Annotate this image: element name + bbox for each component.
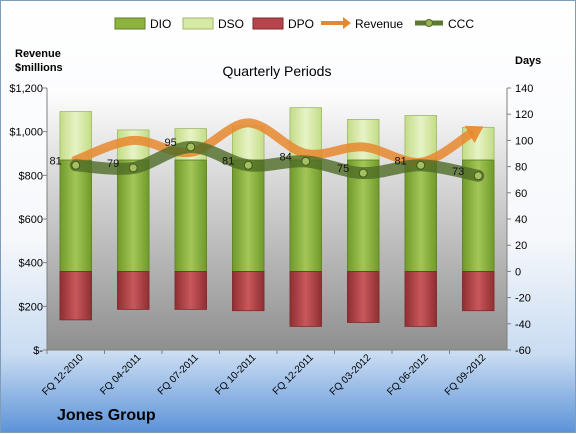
right-axis-title: Days bbox=[515, 55, 541, 67]
bar-dpo bbox=[289, 270, 322, 327]
bar-dpo bbox=[232, 270, 265, 312]
left-tick-label: $1,000 bbox=[9, 127, 43, 139]
legend-item-dpo: DPO bbox=[252, 17, 314, 31]
legend-swatch-ccc-marker bbox=[425, 19, 433, 27]
bar-dso bbox=[404, 115, 437, 161]
right-tick-label: 0 bbox=[515, 266, 521, 278]
ccc-data-label: 81 bbox=[50, 155, 62, 167]
right-tick-label: -20 bbox=[515, 293, 531, 305]
revenue-arrowhead bbox=[464, 125, 484, 144]
bar-dpo bbox=[347, 270, 380, 323]
legend-item-dio: DIO bbox=[114, 17, 171, 31]
left-tick-label: $- bbox=[33, 345, 43, 357]
right-tick-label: -60 bbox=[515, 345, 531, 357]
bar-dio bbox=[174, 159, 207, 272]
ccc-data-label: 81 bbox=[395, 155, 407, 167]
right-tick-label: 140 bbox=[515, 83, 533, 95]
bar-dio bbox=[59, 159, 92, 272]
left-axis-title-line2: $millions bbox=[15, 62, 63, 74]
legend-label-dpo: DPO bbox=[288, 17, 314, 31]
ccc-data-label: 84 bbox=[280, 151, 292, 163]
plot-area bbox=[47, 88, 507, 350]
right-tick-label: 60 bbox=[515, 188, 527, 200]
ccc-data-label: 75 bbox=[337, 163, 349, 175]
legend-item-ccc: CCC bbox=[415, 17, 474, 31]
bars-layer bbox=[59, 107, 495, 327]
legend-label-dso: DSO bbox=[218, 17, 244, 31]
legend-label-ccc: CCC bbox=[448, 17, 474, 31]
ccc-data-label: 73 bbox=[452, 166, 464, 178]
legend-item-revenue: Revenue bbox=[321, 17, 403, 31]
ccc-marker bbox=[243, 160, 253, 170]
ccc-marker bbox=[358, 168, 368, 178]
x-tick-label: FQ 12-2011 bbox=[271, 352, 316, 397]
legend-item-dso: DSO bbox=[182, 17, 244, 31]
ccc-data-label: 81 bbox=[222, 155, 234, 167]
left-tick-label: $800 bbox=[19, 170, 43, 182]
left-tick-label: $400 bbox=[19, 258, 43, 270]
bar-dpo bbox=[174, 270, 207, 310]
lines-layer: 81 79 95 81 84 75 81 73 bbox=[50, 118, 485, 182]
bar-dso bbox=[232, 125, 265, 161]
x-tick-label: FQ 07-2011 bbox=[156, 352, 201, 397]
left-tick-label: $1,200 bbox=[9, 83, 43, 95]
bar-dio bbox=[404, 159, 437, 272]
ccc-marker bbox=[186, 142, 196, 152]
ccc-marker bbox=[301, 156, 311, 166]
x-tick-label: FQ 04-2011 bbox=[98, 352, 143, 397]
left-axis-title-line1: Revenue bbox=[15, 48, 61, 60]
right-tick-label: 20 bbox=[515, 240, 527, 252]
right-tick-label: 100 bbox=[515, 135, 533, 147]
ccc-marker bbox=[473, 171, 483, 181]
right-tick-label: 80 bbox=[515, 162, 527, 174]
legend-swatch-dpo bbox=[252, 17, 284, 30]
legend-label-revenue: Revenue bbox=[355, 17, 403, 31]
x-tick-label: FQ 09-2012 bbox=[443, 352, 489, 398]
ccc-line bbox=[69, 140, 485, 182]
bar-dio bbox=[117, 159, 150, 272]
ccc-data-label: 79 bbox=[107, 158, 119, 170]
ccc-marker bbox=[128, 163, 138, 173]
right-tick-label: 40 bbox=[515, 214, 527, 226]
bar-dpo bbox=[462, 270, 495, 312]
x-tick-label: FQ 12-2010 bbox=[40, 352, 86, 398]
legend-label-dio: DIO bbox=[150, 17, 171, 31]
legend-swatch-dio bbox=[114, 17, 146, 30]
legend-swatch-dso bbox=[182, 17, 214, 30]
bar-dpo bbox=[59, 270, 92, 321]
right-tick-label: -40 bbox=[515, 319, 531, 331]
bar-dpo bbox=[117, 270, 150, 310]
chart-title: Quarterly Periods bbox=[223, 63, 332, 79]
ccc-marker bbox=[71, 160, 81, 170]
bar-dio bbox=[289, 159, 322, 272]
bar-dio bbox=[232, 159, 265, 272]
legend-swatch-revenue-arrow bbox=[321, 17, 351, 29]
legend: DIO DSO DPO Revenue CCC bbox=[114, 17, 474, 31]
ccc-data-label: 95 bbox=[165, 137, 177, 149]
ccc-marker bbox=[416, 160, 426, 170]
left-tick-label: $600 bbox=[19, 214, 43, 226]
x-tick-label: FQ 06-2012 bbox=[385, 352, 431, 398]
x-tick-label: FQ 10-2011 bbox=[213, 352, 258, 397]
company-name: Jones Group bbox=[57, 407, 156, 424]
right-tick-label: 120 bbox=[515, 109, 533, 121]
left-tick-label: $200 bbox=[19, 301, 43, 313]
bar-dpo bbox=[404, 270, 437, 327]
x-tick-label: FQ 03-2012 bbox=[328, 352, 374, 398]
